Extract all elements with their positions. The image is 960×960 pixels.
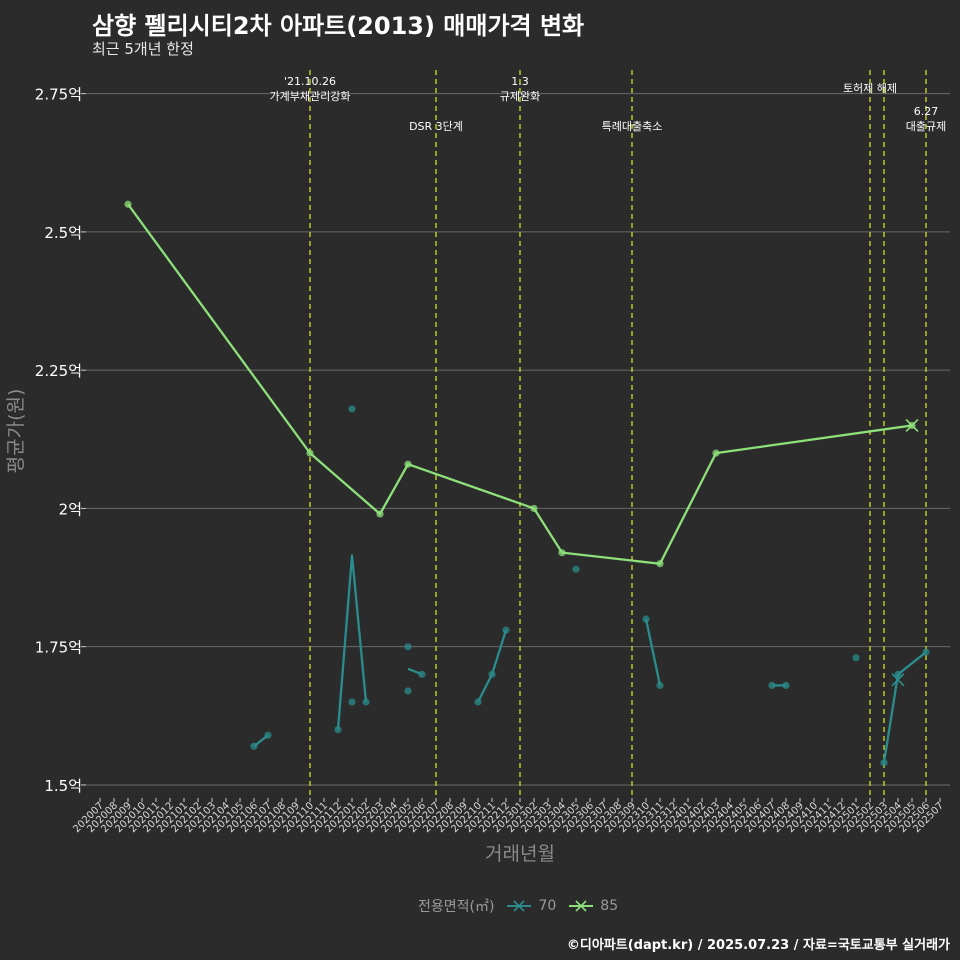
legend-label-70: 70 bbox=[538, 898, 557, 914]
legend: 전용면적(㎡) 70 85 bbox=[418, 896, 618, 916]
chart-subtitle: 최근 5개년 한정 bbox=[92, 40, 194, 58]
series-line-70 bbox=[644, 618, 662, 686]
data-point-70 bbox=[418, 670, 426, 678]
series-line-70 bbox=[882, 651, 927, 763]
data-point-70 bbox=[502, 626, 510, 634]
chart-title: 삼향 펠리시티2차 아파트(2013) 매매가격 변화 bbox=[92, 12, 585, 40]
y-tick-label: 2.5억 bbox=[44, 224, 82, 242]
data-point-85 bbox=[558, 549, 566, 557]
data-point-85 bbox=[530, 504, 538, 513]
cross-marker-85 bbox=[905, 418, 919, 433]
data-point-85 bbox=[404, 460, 412, 468]
legend-item-70: 70 bbox=[506, 898, 556, 914]
data-point-70 bbox=[768, 681, 776, 689]
y-tick-label: 1.5억 bbox=[44, 777, 82, 795]
data-point-70 bbox=[474, 698, 482, 706]
source-caption: ©디아파트(dapt.kr) / 2025.07.23 / 자료=국토교통부 실… bbox=[566, 938, 950, 953]
y-tick-label: 2억 bbox=[59, 500, 82, 518]
data-point-70 bbox=[922, 648, 930, 656]
data-point-70 bbox=[250, 742, 258, 750]
cross-marker-70 bbox=[891, 673, 905, 687]
y-tick-label: 2.25억 bbox=[35, 362, 82, 380]
data-point-70 bbox=[334, 726, 342, 734]
data-point-70 bbox=[782, 681, 790, 689]
event-label: '21.10.26 가계부채관리강화 bbox=[270, 75, 351, 103]
data-point-85 bbox=[656, 560, 664, 568]
y-axis-title: 평균가(원) bbox=[5, 389, 27, 474]
data-point-70 bbox=[264, 731, 272, 739]
data-point-85 bbox=[124, 200, 132, 208]
data-point-70 bbox=[362, 698, 370, 706]
legend-title: 전용면적(㎡) bbox=[418, 899, 495, 915]
data-point-85 bbox=[712, 449, 720, 457]
event-label: DSR 3단계 bbox=[409, 120, 463, 133]
grid-lines bbox=[86, 93, 950, 786]
series-layer bbox=[124, 200, 930, 767]
event-label: 토허제 해제 bbox=[843, 81, 897, 95]
event-label: 1.3 규제완화 bbox=[500, 75, 540, 103]
data-point-70 bbox=[894, 670, 902, 678]
axes: 1.5억1.75억2억2.25억2.5억2.75억202007202008202… bbox=[5, 86, 946, 865]
data-point-70 bbox=[348, 698, 356, 706]
series-line-70 bbox=[476, 629, 508, 703]
data-point-70 bbox=[656, 681, 664, 689]
legend-item-85: 85 bbox=[568, 898, 618, 914]
y-tick-label: 2.75억 bbox=[35, 86, 82, 104]
legend-swatch-85 bbox=[569, 900, 594, 912]
y-tick-label: 1.75억 bbox=[35, 639, 82, 657]
series-line-85 bbox=[127, 203, 913, 565]
legend-label-85: 85 bbox=[600, 898, 619, 914]
data-point-70 bbox=[404, 643, 412, 651]
x-axis-title: 거래년월 bbox=[485, 843, 555, 865]
data-point-85 bbox=[376, 510, 384, 518]
data-point-70 bbox=[488, 670, 496, 678]
event-label: 특례대출축소 bbox=[602, 120, 663, 133]
data-point-70 bbox=[642, 615, 650, 623]
legend-swatch-70 bbox=[507, 900, 532, 912]
series-line-70 bbox=[336, 554, 368, 730]
event-label: 6.27 대출규제 bbox=[906, 105, 946, 133]
data-point-85 bbox=[306, 449, 314, 457]
data-point-70 bbox=[572, 565, 580, 573]
data-point-70 bbox=[348, 405, 356, 413]
data-point-70 bbox=[880, 759, 888, 767]
data-point-70 bbox=[404, 687, 412, 695]
data-point-70 bbox=[852, 654, 860, 662]
